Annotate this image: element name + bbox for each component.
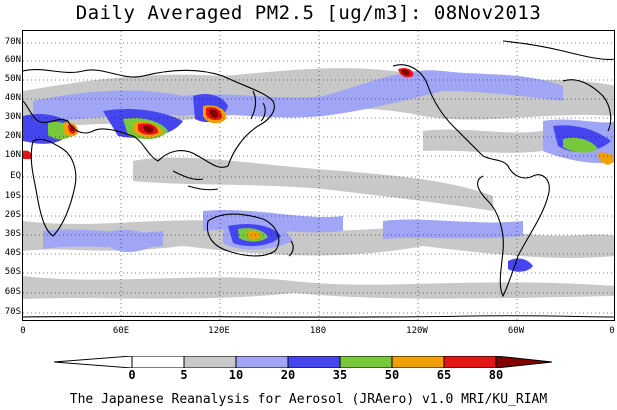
colorbar-tick-80: 80 xyxy=(488,368,504,382)
lat-label-20s: 20S xyxy=(4,210,21,220)
lat-label-30n: 30N xyxy=(4,112,21,122)
coastlines xyxy=(23,40,614,318)
lat-label-70s: 70S xyxy=(4,307,21,317)
colorbar-bin-50-65 xyxy=(391,356,445,368)
lon-label-60e: 60E xyxy=(112,326,130,336)
lat-label-10n: 10N xyxy=(4,150,21,160)
lat-label-50n: 50N xyxy=(4,74,21,84)
colorbar-bin-35-50 xyxy=(339,356,393,368)
colorbar-tick-10: 10 xyxy=(228,368,244,382)
colorbar-tick-5: 5 xyxy=(180,368,188,382)
colorbar-tick-35: 35 xyxy=(332,368,348,382)
colorbar-bin-10-20 xyxy=(235,356,289,368)
lat-label-70n: 70N xyxy=(4,37,21,47)
map-title: Daily Averaged PM2.5 [ug/m3]: 08Nov2013 xyxy=(75,2,542,24)
colorbar-bin-above-80 xyxy=(495,356,553,368)
colorbar xyxy=(54,356,553,368)
lat-label-40n: 40N xyxy=(4,93,21,103)
lat-label-60n: 60N xyxy=(4,55,21,65)
colorbar-bin-0-5 xyxy=(131,356,185,368)
lon-label-120w: 120W xyxy=(406,326,428,336)
colorbar-bin-5-10 xyxy=(183,356,237,368)
lat-label-60s: 60S xyxy=(4,287,21,297)
lon-label-120e: 120E xyxy=(208,326,230,336)
lat-label-10s: 10S xyxy=(4,191,21,201)
colorbar-bin-below-0 xyxy=(54,356,133,368)
lon-label-180: 180 xyxy=(309,326,327,336)
lat-label-eq: EQ xyxy=(10,171,21,181)
lat-label-50s: 50S xyxy=(4,267,21,277)
lat-label-20n: 20N xyxy=(4,131,21,141)
grid-lines xyxy=(23,31,614,320)
lon-label-60w: 60W xyxy=(507,326,525,336)
colorbar-tick-0: 0 xyxy=(128,368,136,382)
footer-credit: The Japanese Reanalysis for Aerosol (JRA… xyxy=(69,392,548,407)
colorbar-tick-20: 20 xyxy=(280,368,296,382)
colorbar-tick-50: 50 xyxy=(384,368,400,382)
lon-label-0: 0 xyxy=(20,326,26,336)
lon-label-0-right: 0 xyxy=(609,326,615,336)
pm25-map xyxy=(23,31,614,320)
lat-label-30s: 30S xyxy=(4,229,21,239)
colorbar-tick-65: 65 xyxy=(436,368,452,382)
map-frame xyxy=(22,30,615,321)
colorbar-bin-20-35 xyxy=(287,356,341,368)
darkred-patches xyxy=(70,69,410,133)
lat-label-40s: 40S xyxy=(4,248,21,258)
colorbar-bin-65-80 xyxy=(443,356,497,368)
